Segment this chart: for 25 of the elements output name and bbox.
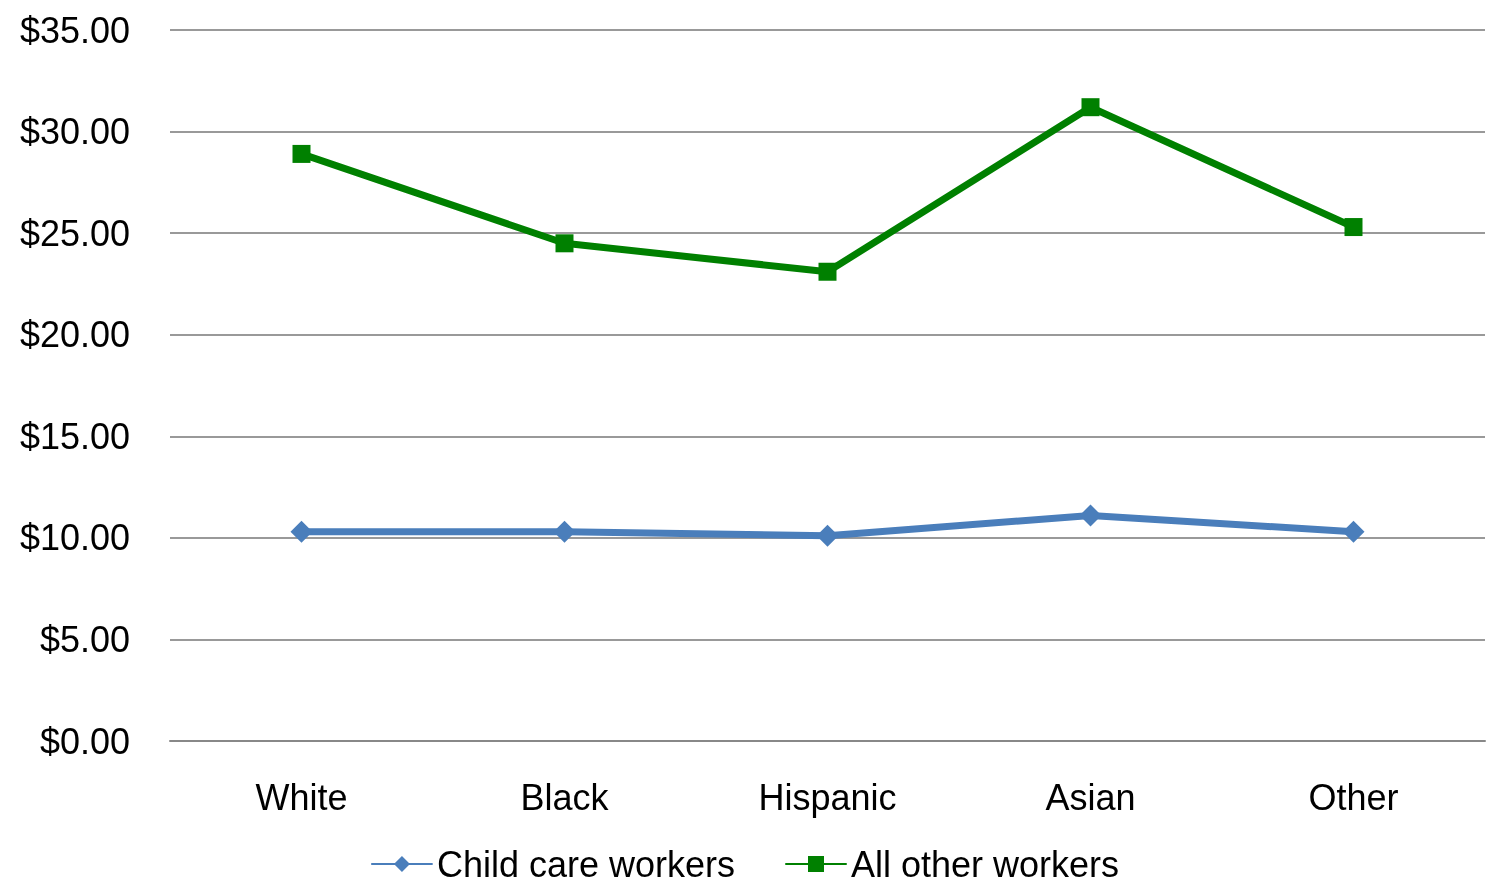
y-tick-label: $25.00 xyxy=(19,212,130,254)
point xyxy=(816,524,839,547)
point xyxy=(818,262,837,281)
x-tick-label: Asian xyxy=(1045,776,1136,818)
y-tick-label: $15.00 xyxy=(19,415,130,457)
x-tick-label: Black xyxy=(520,776,610,818)
point xyxy=(290,520,313,543)
y-tick-label: $30.00 xyxy=(19,111,130,153)
legend-label: All other workers xyxy=(851,843,1120,885)
y-tick-label: $5.00 xyxy=(39,618,130,660)
point xyxy=(1344,218,1363,237)
y-tick-label: $10.00 xyxy=(19,517,130,559)
x-tick-label: Hispanic xyxy=(758,776,897,818)
point xyxy=(292,144,311,163)
point xyxy=(1079,504,1102,527)
y-tick-label: $0.00 xyxy=(39,720,130,762)
x-tick-label: White xyxy=(255,776,348,818)
point xyxy=(555,234,574,253)
legend-label: Child care workers xyxy=(436,843,736,885)
x-tick-label: Other xyxy=(1308,776,1399,818)
point xyxy=(1081,98,1100,117)
point xyxy=(1342,520,1365,543)
point xyxy=(553,520,576,543)
y-tick-label: $20.00 xyxy=(19,314,130,356)
y-tick-label: $35.00 xyxy=(19,9,130,51)
